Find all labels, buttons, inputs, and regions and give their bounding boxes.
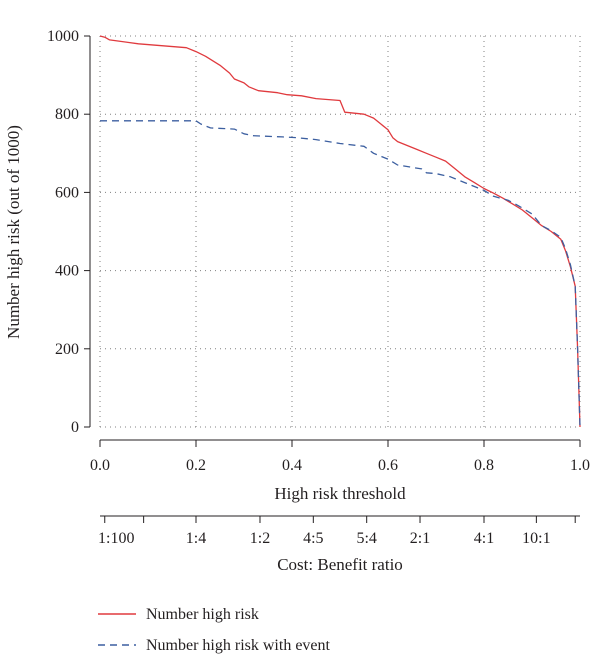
- x-tick-label: 0.8: [474, 457, 494, 474]
- y-tick-label: 200: [55, 341, 79, 358]
- x-tick-label: 0.6: [378, 457, 398, 474]
- series-line-number-high-risk: [99, 35, 581, 428]
- x-axis-title: High risk threshold: [274, 484, 406, 503]
- cost-benefit-tick-label: 2:1: [410, 530, 430, 547]
- series-lines: [99, 35, 581, 428]
- series-line-number-high-risk-with-event: [100, 120, 581, 428]
- cost-benefit-tick-label: 1:100: [98, 530, 134, 547]
- cost-benefit-tick-label: 1:2: [250, 530, 270, 547]
- cost-benefit-tick-label: 4:5: [303, 530, 323, 547]
- y-tick-label: 400: [55, 263, 79, 280]
- legend-label-number-high-risk-with-event: Number high risk with event: [146, 637, 331, 654]
- cost-benefit-axis-title: Cost: Benefit ratio: [277, 555, 403, 574]
- axes: 0 200 400 600 800 1000 0.0 0.2 0.4 0.6 0.8 1.0 1:100…: [47, 28, 590, 547]
- cost-benefit-tick-label: 10:1: [522, 530, 550, 547]
- x-tick-label: 0.2: [186, 457, 206, 474]
- legend: Number high risk Number high risk with e…: [98, 606, 331, 654]
- x-tick-label: 0.0: [90, 457, 110, 474]
- x-tick-label: 0.4: [282, 457, 302, 474]
- legend-label-number-high-risk: Number high risk: [146, 606, 259, 623]
- cost-benefit-tick-label: 4:1: [474, 530, 494, 547]
- y-axis-title: Number high risk (out of 1000): [4, 125, 23, 339]
- x-tick-label: 1.0: [570, 457, 590, 474]
- y-tick-label: 800: [55, 106, 79, 123]
- cost-benefit-tick-label: 5:4: [356, 530, 376, 547]
- y-tick-label: 1000: [47, 28, 79, 45]
- y-tick-label: 600: [55, 184, 79, 201]
- cost-benefit-tick-label: 1:4: [186, 530, 206, 547]
- gridlines: [99, 35, 581, 428]
- y-tick-label: 0: [71, 419, 79, 436]
